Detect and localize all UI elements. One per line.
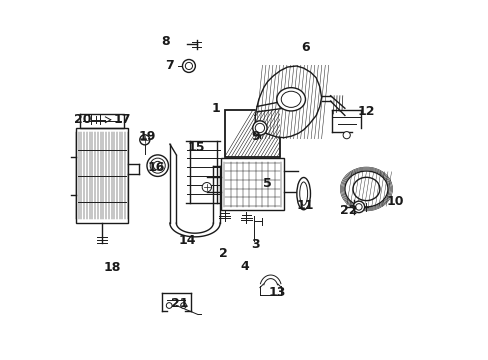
Text: 20: 20 [74, 113, 92, 126]
Text: 8: 8 [161, 35, 169, 49]
Circle shape [352, 201, 364, 213]
Ellipse shape [276, 87, 305, 111]
Text: 21: 21 [171, 297, 188, 310]
Text: 17: 17 [114, 113, 131, 126]
FancyBboxPatch shape [221, 158, 284, 211]
Text: 13: 13 [267, 287, 285, 300]
FancyBboxPatch shape [224, 110, 280, 157]
Ellipse shape [299, 182, 307, 205]
Text: 5: 5 [263, 177, 272, 190]
Text: 4: 4 [240, 260, 248, 273]
Circle shape [255, 123, 264, 133]
Text: 15: 15 [187, 141, 204, 154]
Circle shape [153, 161, 162, 170]
Text: 3: 3 [250, 238, 259, 251]
Ellipse shape [344, 171, 387, 207]
Ellipse shape [296, 177, 310, 210]
Circle shape [355, 204, 362, 210]
Polygon shape [255, 66, 321, 138]
Circle shape [166, 303, 172, 309]
Circle shape [140, 135, 149, 145]
Text: 18: 18 [103, 261, 120, 274]
Circle shape [150, 158, 165, 173]
Circle shape [185, 62, 192, 69]
Text: 12: 12 [357, 105, 374, 118]
Text: 7: 7 [164, 59, 173, 72]
FancyBboxPatch shape [76, 128, 128, 223]
Circle shape [202, 183, 211, 192]
Ellipse shape [281, 91, 301, 107]
Text: 11: 11 [296, 199, 314, 212]
Circle shape [343, 132, 349, 139]
Text: 10: 10 [386, 195, 403, 208]
Text: 6: 6 [301, 41, 309, 54]
Circle shape [252, 121, 266, 135]
Circle shape [180, 303, 186, 309]
Circle shape [182, 59, 195, 72]
Text: 19: 19 [138, 130, 155, 144]
Circle shape [147, 155, 168, 176]
Text: 9: 9 [250, 130, 259, 144]
Text: 2: 2 [218, 247, 227, 260]
Text: 16: 16 [148, 161, 165, 174]
Text: 1: 1 [211, 102, 220, 115]
Ellipse shape [352, 177, 379, 201]
Text: 22: 22 [339, 204, 357, 217]
Text: 14: 14 [178, 234, 196, 247]
